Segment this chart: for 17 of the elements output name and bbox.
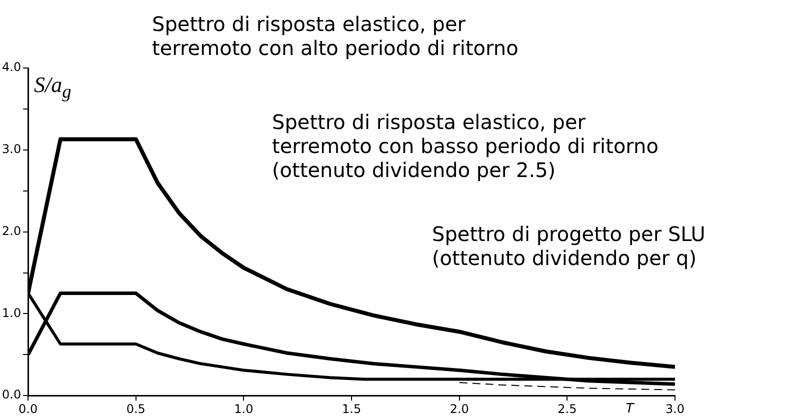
- annotation: Spettro di risposta elastico, per terremoto con basso periodo di ritorno (ottenuto dividendo per 2.5): [272, 110, 658, 182]
- y-tick-label: 2.0: [2, 224, 22, 238]
- y-tick-label: 3.0: [2, 142, 22, 156]
- y-tick-label: 1.0: [2, 306, 22, 320]
- x-tick-label: 3.0: [665, 402, 685, 416]
- x-tick-label: 2.0: [450, 402, 469, 416]
- x-tick-label: 1.5: [342, 402, 362, 416]
- x-tick-label: 0.5: [126, 402, 146, 416]
- y-tick-label: 4.0: [2, 60, 22, 74]
- annotation: Spettro di progetto per SLU (ottenuto dividendo per q): [432, 222, 706, 270]
- y-tick-label: 0.0: [2, 388, 22, 402]
- x-tick-label: 1.0: [234, 402, 254, 416]
- x-axis-title: T: [626, 401, 635, 416]
- x-tick-label: 0.0: [18, 402, 38, 416]
- text: Spettro di risposta elastico, per terremoto con alto periodo di ritorno: [152, 12, 518, 60]
- x-tick-label: 2.5: [558, 402, 577, 416]
- y-axis-title: S/a$_{g}$: [34, 72, 72, 102]
